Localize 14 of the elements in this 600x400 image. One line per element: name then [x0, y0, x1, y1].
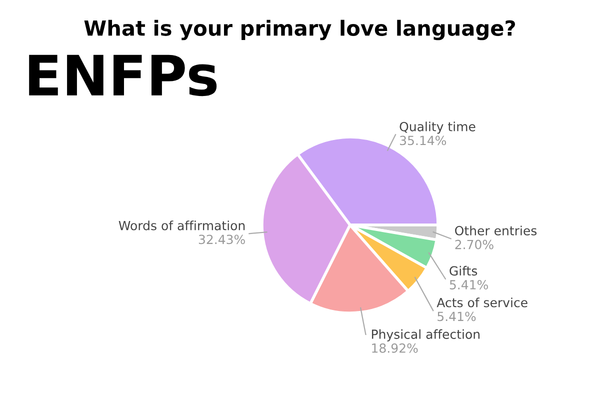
data-label: 5.41% [438, 312, 476, 322]
chart-subtitle: ENFPs [29, 54, 217, 96]
chart-title: What is your primary love language? [84, 20, 515, 40]
data-label: 5.41% [450, 280, 488, 290]
slice-label: Words of affirmation [118, 220, 245, 230]
slice-label: Gifts [450, 266, 478, 276]
data-label: 2.70% [455, 240, 494, 250]
data-label: 32.43% [198, 234, 245, 244]
slice-label: Physical affection [372, 329, 480, 342]
slice-label: Acts of service [436, 298, 528, 308]
data-label: 18.92% [372, 343, 418, 353]
data-label: 35.14% [400, 136, 446, 146]
slice-label: Other entries [455, 226, 537, 236]
slice-label: Quality time [400, 122, 476, 134]
